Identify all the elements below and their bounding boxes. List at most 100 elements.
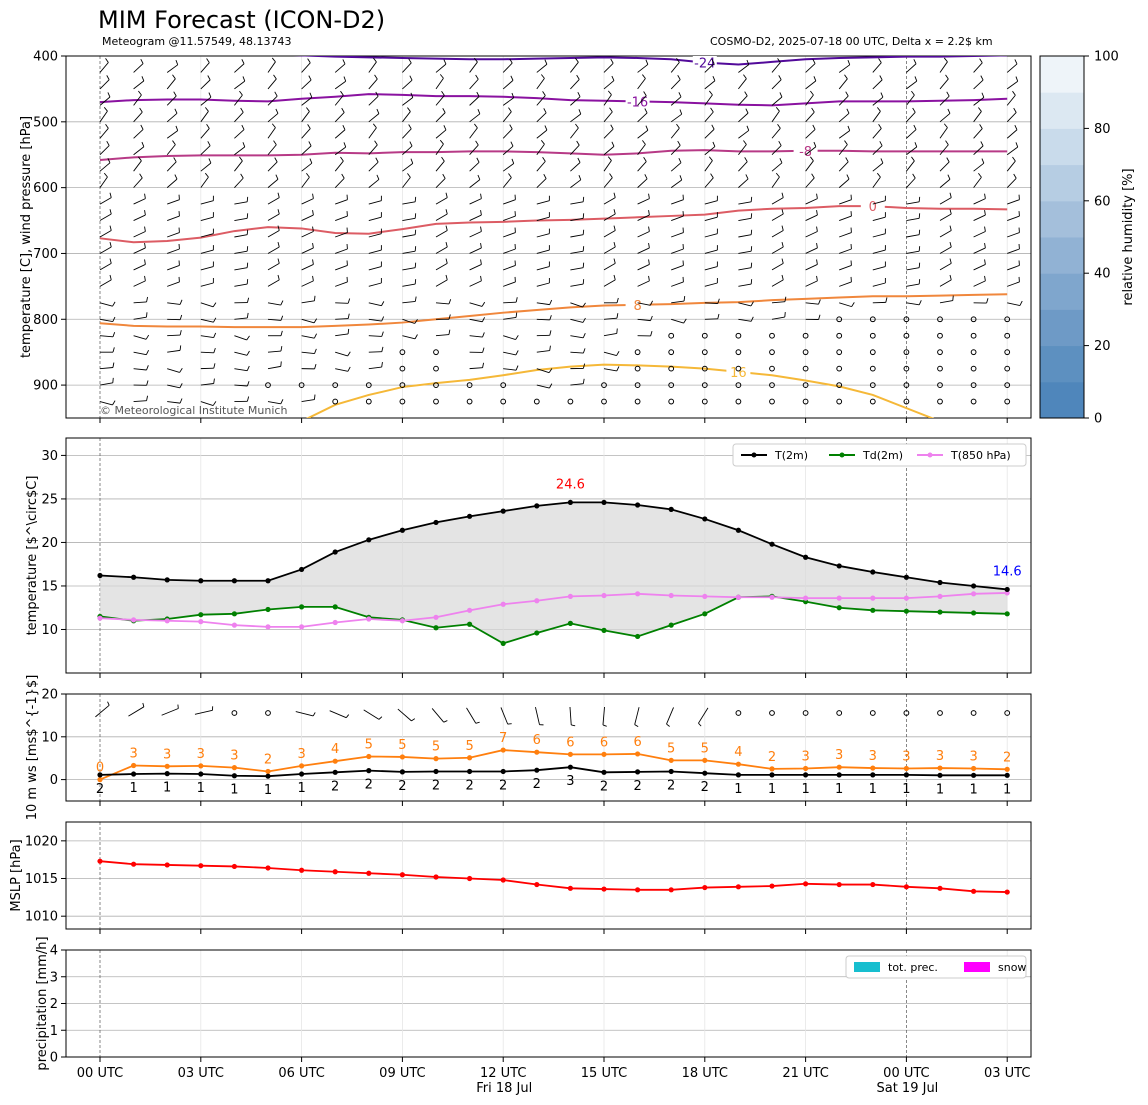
wind-barb [906,112,916,123]
legend-swatch [964,962,990,972]
wind-barb [570,335,584,339]
wind-barb [334,112,345,123]
wind-barb-flag [781,258,784,264]
wind-barb-flag [381,301,385,306]
axes-frame [65,437,1032,674]
wind-barb-flag [1019,300,1023,306]
wind-barb [234,129,245,139]
wind-barb [805,111,815,123]
wind-barb [906,302,920,306]
wind-barb [368,78,378,90]
x-tick-label: 00 UTC [77,1066,123,1081]
wind-barb-flag [607,156,612,161]
isotherm-line [99,149,1008,161]
wind-barb [167,232,180,238]
data-point [97,772,103,778]
wind-barb [334,160,344,172]
wind-barb [435,78,444,90]
wind-barb-flag [208,158,212,164]
wind-barb-flag [374,74,378,80]
wind-barb-flag [246,365,250,371]
wind-barb [1006,80,1018,90]
wind-barb [1006,129,1018,139]
wind-barb [99,79,110,90]
wind-barb [167,248,180,254]
wind-barb [435,230,448,238]
data-point [937,609,943,615]
wind-barb [872,266,886,271]
wind-barb-flag [410,92,414,98]
data-point [164,577,170,583]
data-point [971,765,977,772]
wind-barb [637,144,646,155]
colorbar-segment [1040,164,1084,202]
wind-barb [267,95,278,106]
isotherm-label: 16 [730,366,747,381]
wind-barb [329,710,347,719]
wind-barb [133,247,146,254]
calm-wind-marker [802,332,809,339]
series-line-T(2m) [99,501,1008,591]
calm-wind-marker [903,332,910,339]
wind-barb [435,178,446,188]
wind-barb-flag [708,90,713,96]
x-tick-label: 12 UTC [480,1066,526,1081]
data-point [131,617,137,623]
wind-barb [738,144,747,156]
data-point [870,607,876,613]
wind-barb [431,708,445,723]
wind-barb-flag [679,175,683,181]
wind-barb-flag [710,107,714,113]
wind-barb-flag [779,158,783,164]
wind-barb [536,200,550,205]
calm-wind-marker [1004,365,1011,372]
wind-barb-flag [179,299,183,305]
axes-frame [65,55,1032,419]
wind-barb [200,282,214,287]
wind-barb-flag [812,58,816,64]
wind-barb [267,178,279,188]
isotherm-label: -8 [799,145,812,160]
wind-barb [133,80,145,90]
data-point [231,578,237,584]
data-point [635,591,641,597]
wind-barb [368,200,382,205]
wind-barb [234,335,247,341]
wind-barb-flag [945,140,949,146]
wind-barb-flag [745,108,749,114]
wind-barb [133,214,146,221]
colorbar-tick-label: 80 [1094,122,1111,137]
gust-label: 3 [230,749,238,764]
wind-barb-flag [341,173,345,179]
data-point [500,768,506,775]
chart-subtitle-model: COSMO-D2, 2025-07-18 00 UTC, Delta x = 2… [710,35,993,48]
wind-barb [603,213,616,221]
wind-barb [670,179,682,189]
data-point [803,595,809,601]
calm-wind-marker [970,365,977,372]
wind-barb [771,96,783,106]
wind-barb [402,97,414,106]
wind-barb [738,234,752,238]
wind-barb [906,160,915,172]
wind-barb [301,335,315,339]
wind-barb-flag [477,109,481,114]
wind-barb [637,95,647,106]
data-point [366,870,372,876]
legend-swatch [854,962,880,972]
mean-wind-label: 1 [801,782,809,797]
calm-wind-marker [533,398,540,405]
calm-wind-marker [735,332,742,339]
data-point [903,884,910,890]
wind-barb [335,368,349,372]
colorbar-segment [1040,309,1084,347]
wind-barb-flag [698,722,702,727]
wind-barb [771,263,784,271]
wind-barb [570,162,581,172]
dewpoint-spread-area [100,502,1008,644]
data-point [635,633,641,640]
wind-barb-flag [981,158,985,164]
data-point [567,620,574,626]
wind-barb-flag [109,258,112,264]
calm-wind-marker [668,365,675,372]
